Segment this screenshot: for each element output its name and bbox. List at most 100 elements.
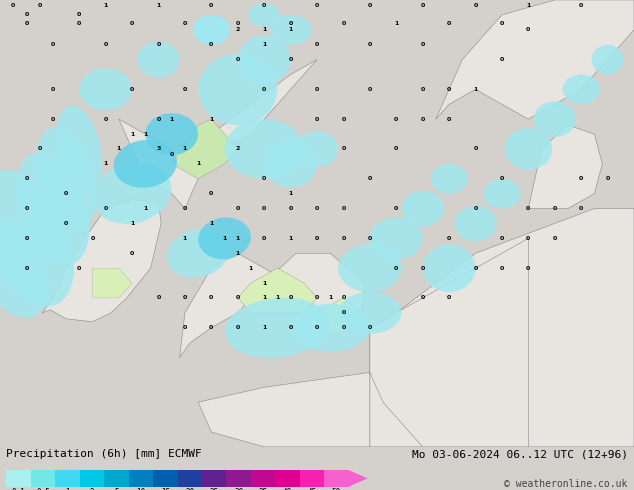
Text: 0: 0 (474, 147, 477, 151)
Ellipse shape (423, 245, 476, 292)
Text: 0: 0 (183, 325, 187, 330)
Text: 1: 1 (262, 295, 266, 300)
Polygon shape (42, 199, 161, 322)
Text: 0: 0 (209, 325, 214, 330)
Text: 0: 0 (77, 22, 81, 26)
Text: 25: 25 (210, 488, 219, 490)
Bar (129, 470, 153, 487)
Bar (31, 470, 55, 487)
Text: 0: 0 (24, 266, 29, 270)
Text: 1: 1 (196, 161, 200, 167)
Text: 35: 35 (259, 488, 268, 490)
Ellipse shape (36, 127, 96, 230)
Text: 0: 0 (236, 325, 240, 330)
Text: 1: 1 (143, 206, 148, 211)
Text: 2: 2 (236, 27, 240, 32)
Text: 0: 0 (315, 42, 319, 47)
Bar (275, 470, 300, 487)
Text: 0: 0 (526, 236, 531, 241)
Text: 0: 0 (262, 236, 266, 241)
Text: 0: 0 (420, 42, 425, 47)
Text: 0: 0 (420, 266, 425, 270)
Polygon shape (528, 125, 602, 209)
Ellipse shape (238, 36, 290, 83)
Ellipse shape (249, 3, 280, 27)
Text: 0: 0 (64, 191, 68, 196)
Text: 0: 0 (157, 117, 160, 122)
Text: 0: 0 (288, 295, 293, 300)
Text: 0: 0 (90, 236, 94, 241)
Text: 0: 0 (183, 295, 187, 300)
Ellipse shape (534, 101, 576, 137)
Text: 0: 0 (64, 221, 68, 226)
Text: 1: 1 (262, 42, 266, 47)
Ellipse shape (505, 128, 552, 170)
Text: 1: 1 (288, 27, 293, 32)
Polygon shape (119, 60, 317, 209)
Text: 0: 0 (262, 87, 266, 92)
Text: 0: 0 (130, 22, 134, 26)
Text: 0: 0 (209, 42, 214, 47)
Text: 1: 1 (328, 295, 332, 300)
Polygon shape (436, 0, 634, 119)
Polygon shape (0, 0, 634, 447)
Bar (104, 470, 129, 487)
Text: 0: 0 (420, 117, 425, 122)
Text: 0: 0 (130, 251, 134, 256)
Bar (55, 470, 80, 487)
Text: 0: 0 (526, 266, 531, 270)
Text: 0: 0 (500, 236, 504, 241)
Text: 0: 0 (315, 295, 319, 300)
Ellipse shape (198, 218, 251, 259)
Text: 0: 0 (209, 295, 214, 300)
Text: 0: 0 (500, 22, 504, 26)
Text: 2: 2 (89, 488, 94, 490)
Text: 1: 1 (288, 236, 293, 241)
Text: 0: 0 (553, 206, 557, 211)
Text: 1: 1 (209, 221, 214, 226)
Text: © weatheronline.co.uk: © weatheronline.co.uk (504, 479, 628, 489)
Text: 0: 0 (288, 57, 293, 62)
Text: 0: 0 (394, 117, 398, 122)
Text: 0: 0 (262, 176, 266, 181)
Text: 50: 50 (332, 488, 341, 490)
Bar (153, 470, 178, 487)
Text: 30: 30 (234, 488, 243, 490)
Polygon shape (370, 209, 634, 447)
Text: 0: 0 (341, 325, 346, 330)
Ellipse shape (193, 15, 230, 45)
Text: 0: 0 (341, 310, 346, 316)
Polygon shape (172, 119, 238, 179)
Polygon shape (238, 268, 317, 313)
Ellipse shape (563, 74, 600, 104)
Ellipse shape (198, 53, 278, 125)
Text: 0: 0 (420, 3, 425, 8)
Text: 0: 0 (157, 42, 160, 47)
Text: 1: 1 (262, 325, 266, 330)
Ellipse shape (56, 105, 102, 193)
Ellipse shape (430, 164, 467, 194)
Text: 0: 0 (315, 206, 319, 211)
Text: 0: 0 (579, 206, 583, 211)
Text: 0: 0 (341, 295, 346, 300)
Text: 0: 0 (368, 325, 372, 330)
Text: 1: 1 (157, 3, 160, 8)
Text: 0: 0 (315, 3, 319, 8)
Text: 1: 1 (103, 3, 108, 8)
Text: 1: 1 (143, 131, 148, 137)
Text: 0: 0 (447, 117, 451, 122)
Text: 0: 0 (77, 12, 81, 18)
Text: 0: 0 (368, 87, 372, 92)
Bar (324, 470, 349, 487)
Ellipse shape (145, 113, 198, 155)
Text: 1: 1 (275, 295, 280, 300)
Text: 0: 0 (368, 236, 372, 241)
Text: 0: 0 (51, 117, 55, 122)
Text: 3: 3 (157, 147, 160, 151)
Text: 1: 1 (262, 280, 266, 286)
Bar (300, 470, 324, 487)
Text: 0: 0 (262, 206, 266, 211)
Ellipse shape (401, 191, 444, 226)
Polygon shape (304, 298, 362, 334)
Text: 1: 1 (183, 236, 187, 241)
